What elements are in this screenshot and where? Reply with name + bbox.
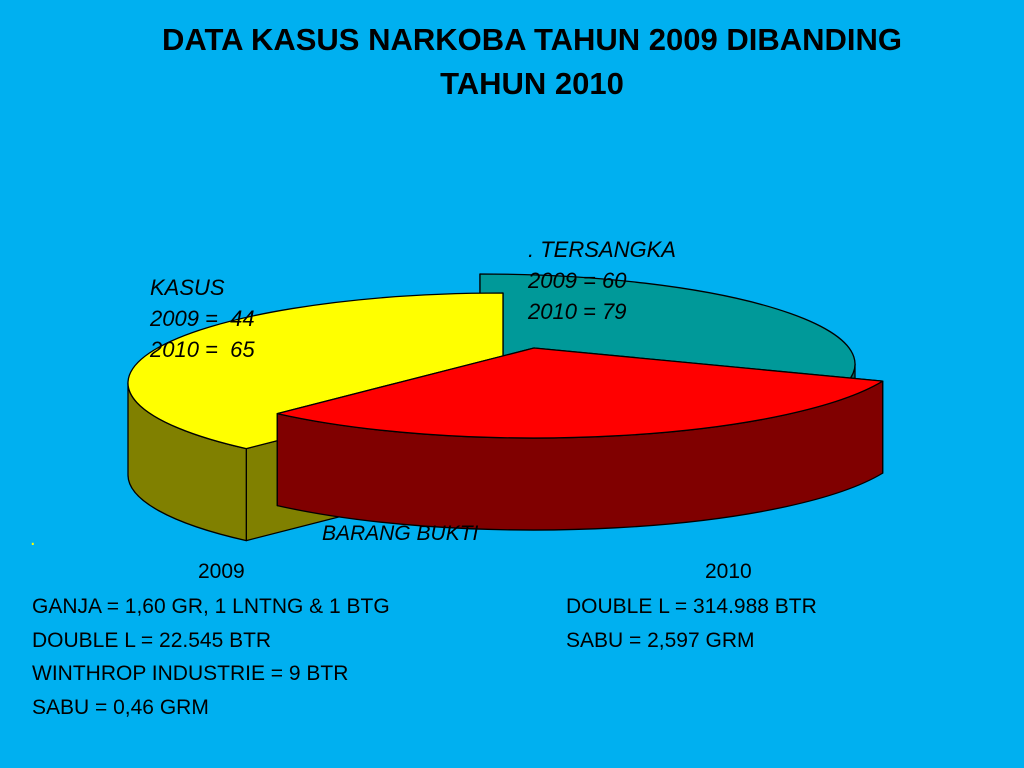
pie-slice-barang-bukti — [127, 292, 504, 450]
item-2010: SABU = 2,597 GRM — [566, 628, 755, 652]
item-2009: GANJA = 1,60 GR, 1 LNTNG & 1 BTG — [32, 595, 390, 618]
label-kasus-2010: 2010 = 65 — [150, 337, 255, 362]
item-2009: SABU = 0,46 GRM — [32, 695, 209, 719]
label-kasus: KASUS 2009 = 44 2010 = 65 — [150, 272, 255, 365]
year-2010-heading: 2010 — [705, 560, 752, 583]
label-tersangka-2009: 2009 = 60 — [528, 268, 627, 293]
title-line-2: TAHUN 2010 — [440, 66, 624, 101]
year-2009-heading: 2009 — [198, 560, 245, 583]
items-2010-list: DOUBLE L = 314.988 BTR SABU = 2,597 GRM — [566, 590, 817, 657]
label-barang-bukti: BARANG BUKTI — [322, 522, 479, 545]
label-tersangka-header: . TERSANGKA — [528, 237, 676, 262]
label-kasus-header: KASUS — [150, 275, 225, 300]
item-2010: DOUBLE L = 314.988 BTR — [566, 595, 817, 618]
label-tersangka: . TERSANGKA 2009 = 60 2010 = 79 — [528, 234, 676, 327]
title-line-1: DATA KASUS NARKOBA TAHUN 2009 DIBANDING — [161, 22, 903, 57]
page-title: DATA KASUS NARKOBA TAHUN 2009 DIBANDING … — [40, 18, 1024, 106]
label-kasus-2009: 2009 = 44 — [150, 306, 255, 331]
bullet-marker: . — [30, 528, 36, 550]
pie-slice-tersangka — [276, 347, 884, 439]
label-tersangka-2010: 2010 = 79 — [528, 299, 627, 324]
item-2009: WINTHROP INDUSTRIE = 9 BTR — [32, 662, 349, 685]
items-2009-list: GANJA = 1,60 GR, 1 LNTNG & 1 BTG DOUBLE … — [32, 590, 390, 724]
item-2009: DOUBLE L = 22.545 BTR — [32, 628, 272, 652]
